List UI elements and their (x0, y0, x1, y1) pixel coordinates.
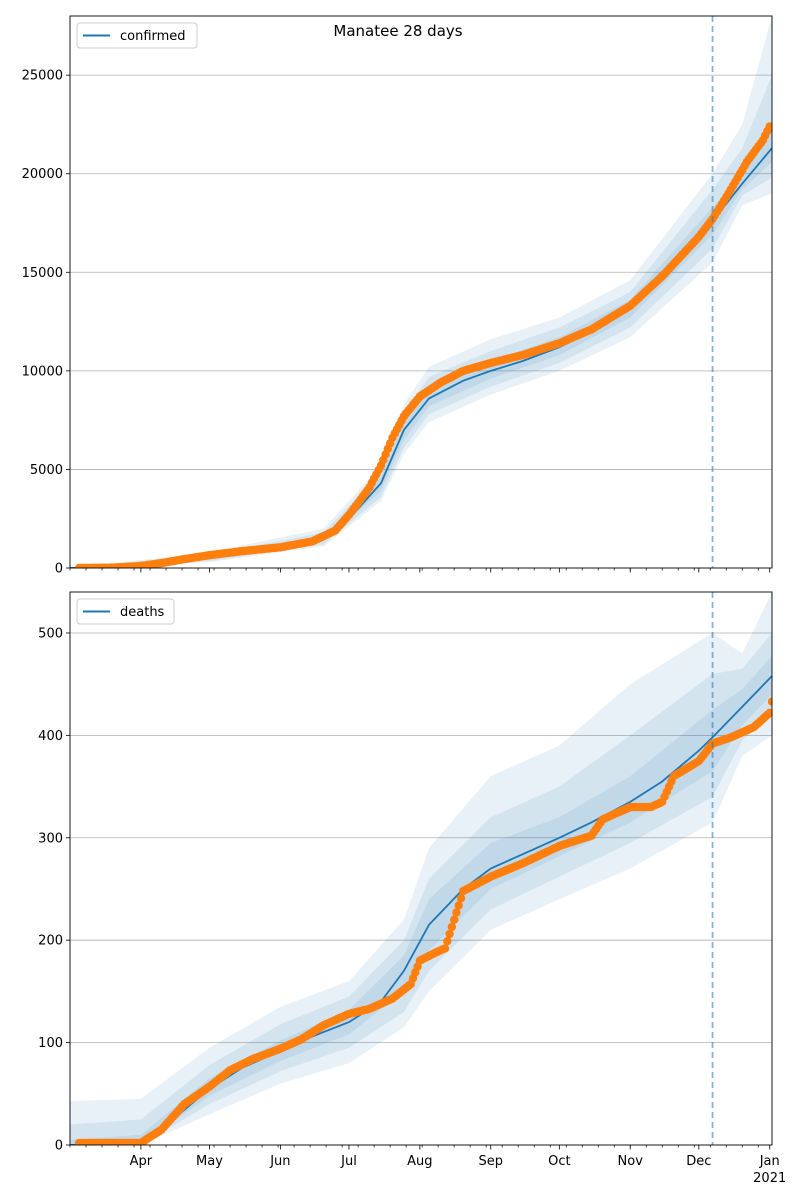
x-tick-label: Apr (130, 1154, 153, 1169)
observed-point (440, 944, 450, 953)
legend-label: confirmed (120, 29, 186, 44)
uncertainty-band (70, 633, 772, 1145)
uncertainty-band (70, 592, 772, 1145)
y-tick-label: 300 (38, 831, 63, 846)
y-tick-label: 10000 (22, 364, 63, 379)
x-tick-label: Jan (759, 1154, 780, 1169)
figure-title: Manatee 28 days (333, 22, 462, 40)
observed-point (447, 922, 457, 932)
deaths-panel: 0 100 200 300 400 500 Apr May Jun Jul Aug Sep Oct Nov… (38, 591, 786, 1186)
legend: confirmed (76, 22, 198, 49)
x-tick-label: Jun (269, 1154, 290, 1169)
x-tick-label: Nov (618, 1154, 644, 1169)
observed-point (767, 697, 772, 706)
x-tick-label: Aug (407, 1154, 432, 1169)
observed-point (765, 122, 772, 131)
y-tick-label: 400 (38, 729, 63, 744)
axes-frame (69, 15, 773, 569)
observed-point (450, 915, 459, 924)
observed-point (765, 708, 772, 717)
observed-point (456, 894, 466, 903)
uncertainty-band (70, 16, 772, 568)
observed-point (452, 908, 461, 917)
model-line (70, 147, 772, 568)
y-tick-label: 100 (38, 1036, 63, 1051)
confirmed-panel: 0 5000 10000 15000 20000 25000 confirmed (22, 15, 773, 577)
x-tick-label: May (196, 1154, 223, 1169)
x-tick-label: Oct (548, 1154, 570, 1169)
x-year-label: 2021 (753, 1171, 786, 1186)
observed-point (445, 929, 454, 939)
observed-point (443, 937, 452, 946)
y-tick-label: 500 (38, 626, 63, 641)
observed-point (454, 901, 463, 910)
x-tick-label: Jul (340, 1154, 357, 1169)
x-tick-label: Dec (686, 1154, 711, 1169)
y-tick-label: 0 (55, 1139, 63, 1154)
y-tick-label: 25000 (22, 69, 63, 84)
legend: deaths (76, 598, 175, 625)
uncertainty-band (70, 75, 772, 568)
y-tick-label: 0 (55, 562, 63, 577)
uncertainty-band (70, 124, 772, 568)
y-tick-label: 5000 (30, 463, 63, 478)
axes-frame (69, 591, 773, 1146)
y-tick-label: 200 (38, 934, 63, 949)
y-tick-label: 15000 (22, 266, 63, 281)
x-tick-label: Sep (478, 1154, 503, 1169)
legend-label: deaths (120, 605, 165, 620)
y-tick-label: 20000 (22, 167, 63, 182)
